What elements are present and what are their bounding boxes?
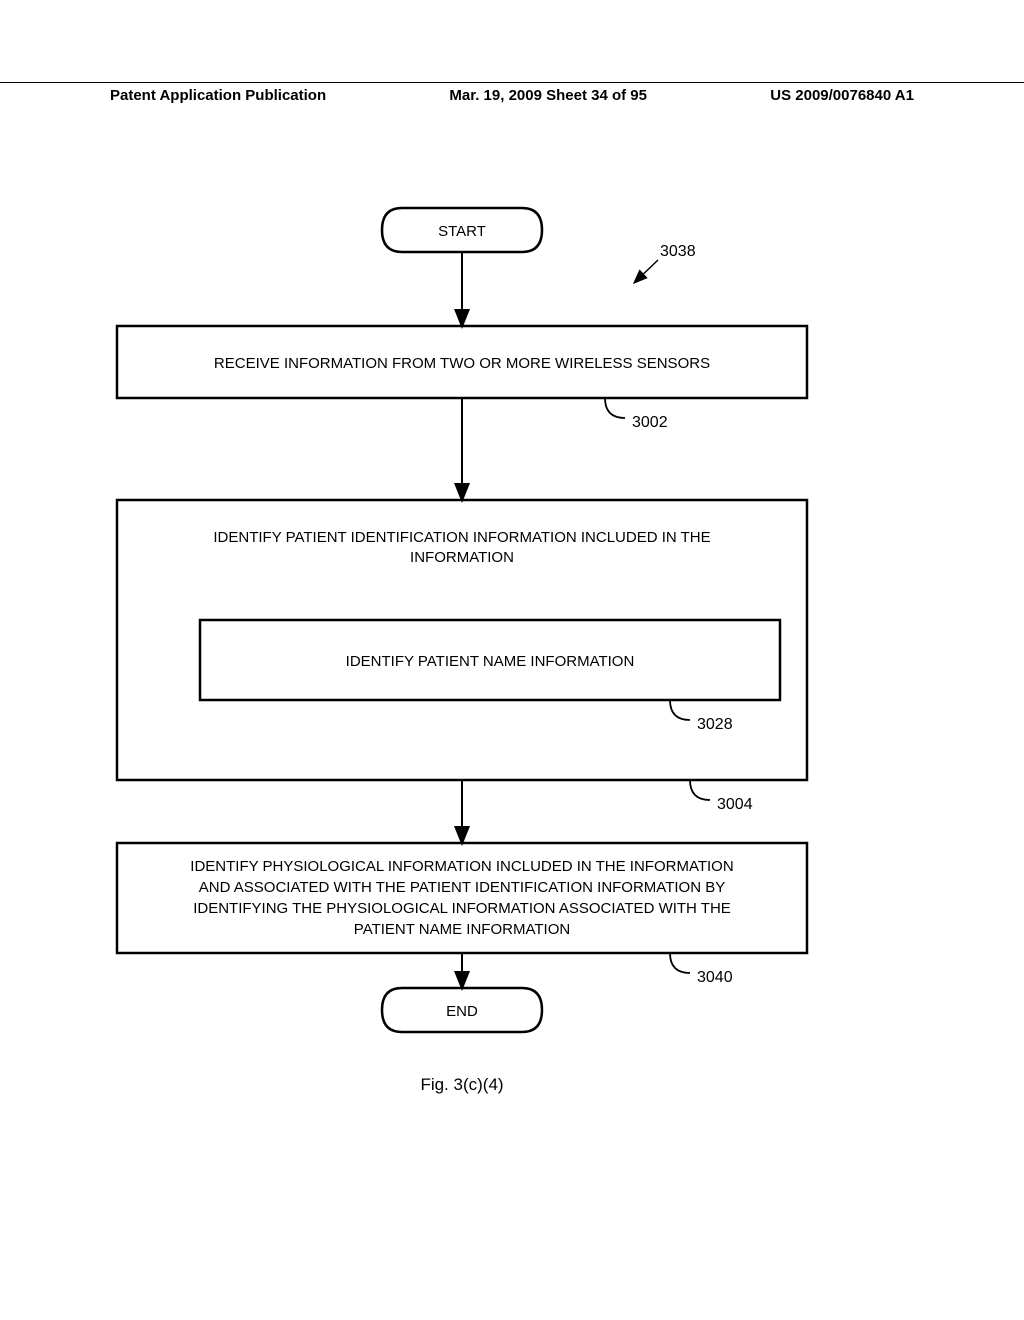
ref-3004: 3004	[717, 796, 753, 813]
node-3028-label: IDENTIFY PATIENT NAME INFORMATION	[346, 653, 635, 670]
ref-3040: 3040	[697, 969, 733, 986]
ref-3002: 3002	[632, 414, 668, 431]
ref-3038: 3038	[660, 243, 696, 260]
ref-3028: 3028	[697, 716, 733, 733]
ref-3038-arrow	[635, 260, 658, 282]
patent-page: Patent Application Publication Mar. 19, …	[0, 0, 1024, 1320]
node-3040-label-0: IDENTIFY PHYSIOLOGICAL INFORMATION INCLU…	[190, 858, 733, 875]
node-3040-label-1: AND ASSOCIATED WITH THE PATIENT IDENTIFI…	[199, 879, 725, 896]
node-3004-label-1: IDENTIFY PATIENT IDENTIFICATION INFORMAT…	[213, 529, 710, 546]
flowchart-svg: START RECEIVE INFORMATION FROM TWO OR MOR…	[0, 130, 1024, 1230]
ref-3002-hook	[605, 398, 625, 418]
page-header: Patent Application Publication Mar. 19, …	[0, 82, 1024, 104]
end-node: END	[446, 1003, 478, 1020]
node-3002-label: RECEIVE INFORMATION FROM TWO OR MORE WIR…	[214, 355, 710, 372]
header-right: US 2009/0076840 A1	[770, 87, 914, 104]
ref-3040-hook	[670, 953, 690, 973]
node-3040-label-2: IDENTIFYING THE PHYSIOLOGICAL INFORMATIO…	[193, 900, 731, 917]
ref-3028-hook	[670, 700, 690, 720]
node-3040-label-3: PATIENT NAME INFORMATION	[354, 921, 570, 938]
header-center: Mar. 19, 2009 Sheet 34 of 95	[449, 87, 647, 104]
start-node: START	[438, 223, 486, 240]
node-3004-label-2: INFORMATION	[410, 549, 514, 566]
figure-caption: Fig. 3(c)(4)	[420, 1075, 503, 1094]
flowchart-container: START RECEIVE INFORMATION FROM TWO OR MOR…	[0, 130, 1024, 1230]
ref-3004-hook	[690, 780, 710, 800]
header-left: Patent Application Publication	[110, 87, 326, 104]
